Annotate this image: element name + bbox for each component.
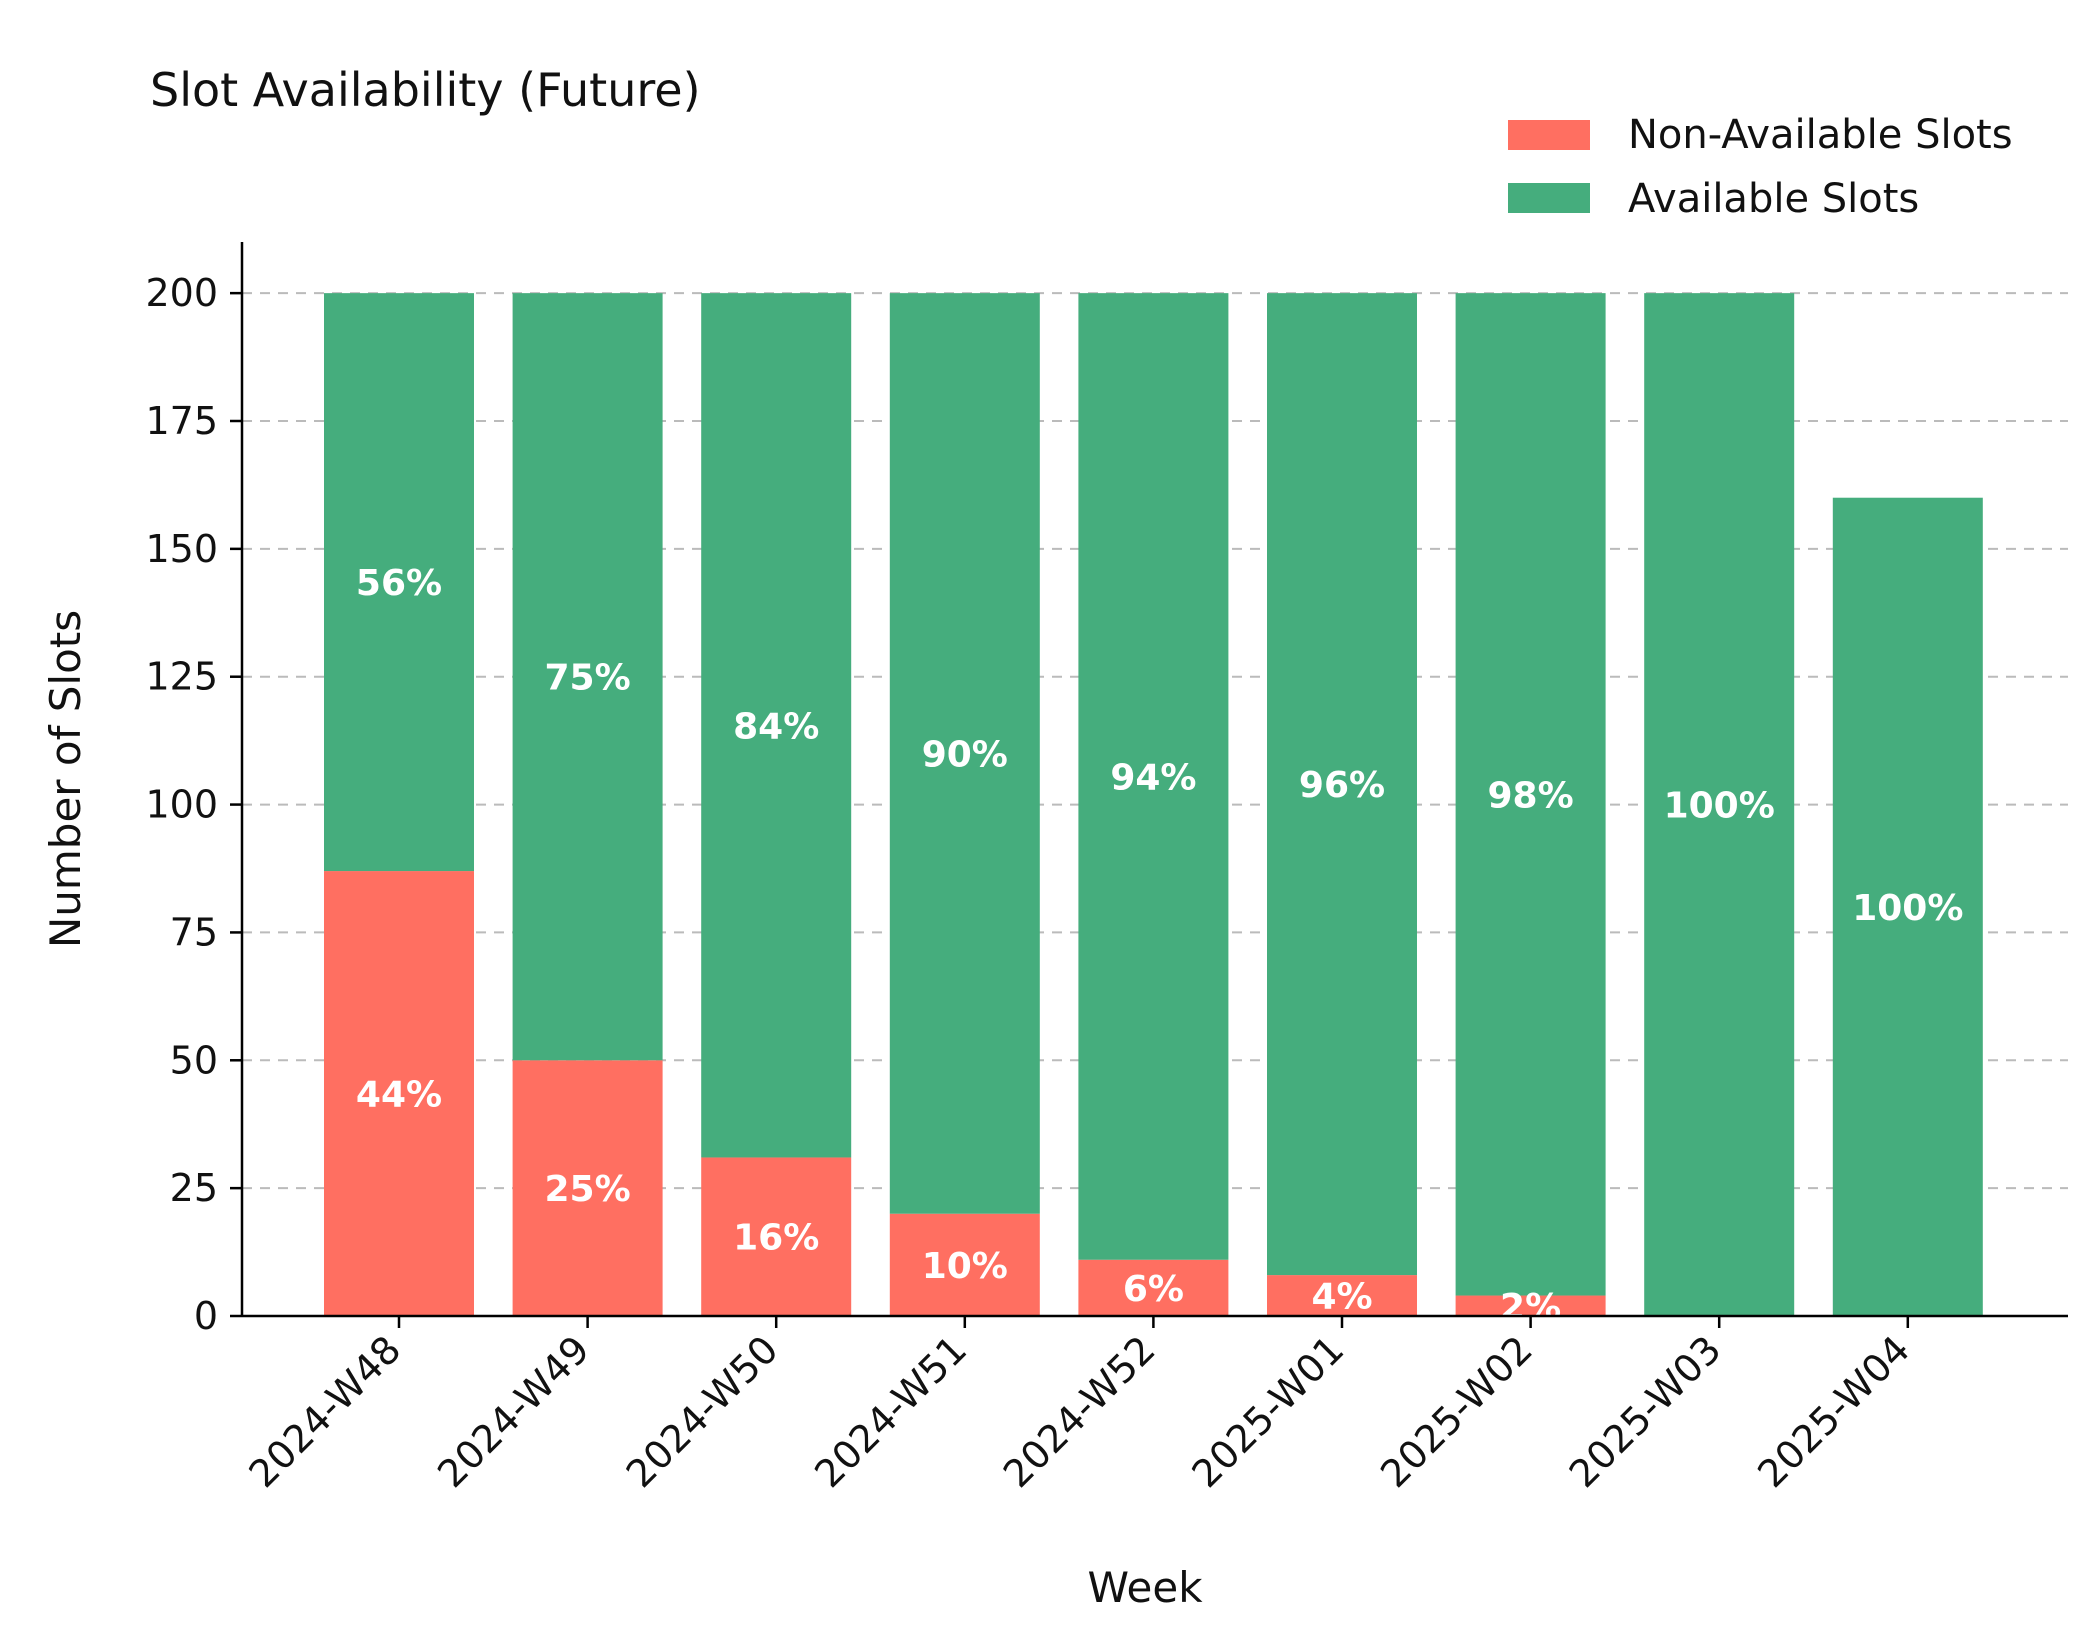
y-tick-label-0: 0: [194, 1294, 218, 1338]
label-available-2025-W02: 98%: [1488, 775, 1574, 816]
x-tick-label-2025-W04: 2025-W04: [1749, 1327, 1918, 1496]
x-tick-label-2024-W48: 2024-W48: [240, 1327, 409, 1496]
label-available-2025-W04: 100%: [1852, 888, 1963, 929]
bar-available-2025-W01: [1267, 293, 1417, 1276]
x-tick-label-2025-W03: 2025-W03: [1561, 1327, 1730, 1496]
x-tick-label-2024-W49: 2024-W49: [429, 1327, 598, 1496]
x-tick-label-2024-W52: 2024-W52: [995, 1327, 1164, 1496]
chart-title: Slot Availability (Future): [150, 63, 701, 117]
y-axis-label: Number of Slots: [41, 610, 90, 948]
label-available-2024-W50: 84%: [733, 706, 819, 747]
label-available-2024-W51: 90%: [922, 734, 1008, 775]
bars: [324, 293, 1983, 1317]
label-non-available-2024-W51: 10%: [922, 1246, 1008, 1287]
x-ticks: 2024-W48 2024-W49 2024-W50 2024-W51 2024-W52…: [240, 1316, 1918, 1496]
bar-available-2024-W51: [889, 293, 1040, 1214]
y-tick-label-200: 200: [145, 271, 218, 315]
label-non-available-2024-W52: 6%: [1123, 1269, 1184, 1310]
y-tick-label-150: 150: [145, 527, 218, 571]
y-tick-label-100: 100: [145, 783, 218, 827]
bar-non-available-2024-W48: [324, 871, 474, 1316]
y-tick-label-125: 125: [145, 655, 218, 699]
label-non-available-2024-W50: 16%: [733, 1218, 819, 1259]
label-non-available-2024-W48: 44%: [356, 1075, 442, 1116]
label-available-2024-W49: 75%: [545, 658, 631, 699]
x-axis-label: Week: [1087, 1563, 1203, 1612]
bar-available-2024-W48: [324, 293, 474, 872]
y-tick-label-75: 75: [170, 910, 218, 954]
label-non-available-2025-W01: 4%: [1311, 1277, 1372, 1318]
bar-available-2024-W52: [1078, 293, 1229, 1260]
bar-non-available-2025-W02: [1455, 1295, 1606, 1316]
bar-non-available-2025-W01: [1267, 1275, 1417, 1316]
bar-non-available-2024-W49: [512, 1060, 663, 1316]
x-tick-label-2025-W02: 2025-W02: [1372, 1327, 1541, 1496]
y-tick-label-175: 175: [145, 399, 218, 443]
y-ticks: 0 25 50 75 100 125 150 175 200: [145, 271, 242, 1338]
legend-label-available: Available Slots: [1628, 176, 1919, 222]
legend: Non-Available Slots Available Slots: [1508, 112, 2013, 222]
bar-available-2024-W50: [701, 293, 852, 1158]
bar-non-available-2024-W51: [889, 1213, 1040, 1316]
label-available-2025-W01: 96%: [1299, 765, 1385, 806]
y-tick-label-25: 25: [170, 1166, 218, 1210]
x-tick-label-2025-W01: 2025-W01: [1183, 1327, 1352, 1496]
x-tick-label-2024-W51: 2024-W51: [806, 1327, 975, 1496]
bar-labels: 44%56%25%75%16%84%10%90%6%94%4%96%2%98% 1…: [356, 563, 1963, 1328]
bar-available-2024-W49: [512, 293, 663, 1061]
bar-non-available-2024-W50: [701, 1157, 852, 1316]
label-available-2025-W03: 100%: [1664, 786, 1775, 827]
y-tick-label-50: 50: [170, 1038, 218, 1082]
label-available-2024-W52: 94%: [1110, 757, 1196, 798]
label-available-2024-W48: 56%: [356, 563, 442, 604]
bar-available-2025-W02: [1455, 293, 1606, 1296]
legend-label-non-available: Non-Available Slots: [1628, 112, 2013, 158]
bar-available-2025-W03: [1644, 293, 1795, 1317]
x-tick-label-2024-W50: 2024-W50: [618, 1327, 787, 1496]
legend-swatch-available: [1508, 183, 1590, 213]
bar-non-available-2024-W52: [1078, 1259, 1229, 1316]
legend-swatch-non-available: [1508, 120, 1590, 150]
label-non-available-2024-W49: 25%: [545, 1169, 631, 1210]
bar-available-2025-W04: [1832, 497, 1983, 1316]
